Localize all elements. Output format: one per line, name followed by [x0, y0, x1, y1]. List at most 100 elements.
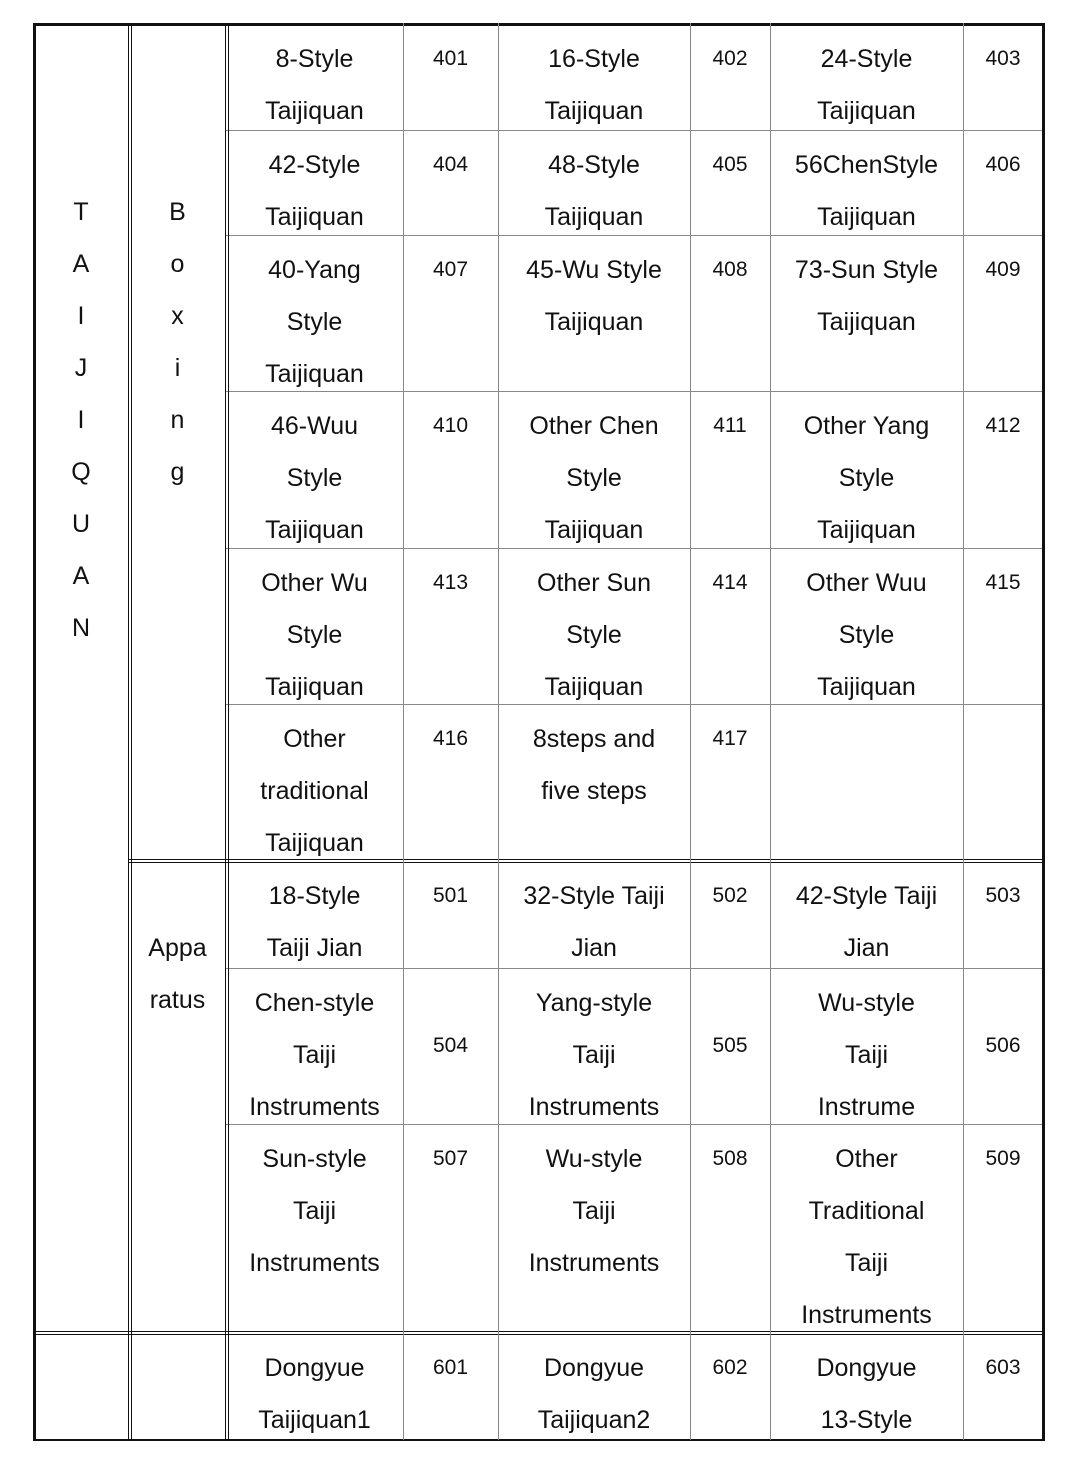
item-name-cell: 8steps and five steps [498, 704, 690, 861]
item-name-line: Traditional [808, 1197, 925, 1225]
grid-line [770, 23, 771, 1440]
item-code-cell: 506 [963, 968, 1043, 1124]
grid-line [1042, 23, 1045, 1441]
item-code-cell: 508 [690, 1124, 770, 1333]
grid-line [33, 23, 36, 1441]
item-name-cell: Wu-style Taiji Instrume [770, 968, 963, 1124]
item-name-line: Instruments [249, 1249, 380, 1277]
item-name-line: o [170, 250, 185, 278]
item-name-line: Jian [571, 934, 617, 962]
item-name-cell: Wu-style Taiji Instruments [498, 1124, 690, 1333]
item-name-line: Yang-style [535, 989, 653, 1017]
item-name-line: Style [838, 621, 895, 649]
item-code: 405 [712, 153, 748, 176]
grid-line [228, 23, 229, 1441]
grid-line [226, 1124, 1043, 1125]
item-name-line: 32-Style Taiji [523, 882, 665, 910]
item-name-line: Other [835, 1145, 898, 1173]
item-name-line: Taiji [572, 1041, 616, 1069]
item-code-cell [963, 704, 1043, 861]
item-name-line: Taijiquan [265, 829, 364, 857]
item-name-line: Taijiquan [544, 673, 644, 701]
item-name-line: Dongyue [264, 1354, 365, 1382]
item-name-line: Taijiquan [265, 516, 364, 544]
item-name-line: Jian [843, 934, 890, 962]
item-code-cell: 417 [690, 704, 770, 861]
item-code: 410 [432, 414, 469, 437]
item-code-cell: 413 [403, 548, 498, 704]
item-name-line: Dongyue [816, 1354, 917, 1382]
item-name-line: Other Yang [803, 412, 930, 440]
item-name-line: Taijiquan [265, 97, 364, 125]
item-name-line: Wu-style [818, 989, 915, 1017]
item-name-line: Taijiquan [544, 97, 644, 125]
item-code: 401 [432, 47, 469, 70]
item-name-line: 42-Style [268, 151, 361, 179]
item-name-cell: Other Wuu Style Taijiquan [770, 548, 963, 704]
item-name-cell: 73-Sun Style Taijiquan [770, 235, 963, 391]
grid-line [226, 130, 1043, 131]
item-code-cell: 403 [963, 24, 1043, 130]
item-name-line: Sun-style [262, 1145, 367, 1173]
item-name-line: Taiji [572, 1197, 616, 1225]
grid-line [226, 548, 1043, 549]
item-name-line: Q [71, 458, 91, 486]
item-code-cell: 408 [690, 235, 770, 391]
item-name-line: ratus [149, 986, 206, 1014]
item-code-cell: 409 [963, 235, 1043, 391]
item-name-line: Taijiquan [817, 97, 916, 125]
item-name-cell: 56ChenStyle Taijiquan [770, 130, 963, 235]
grid-line [226, 968, 1043, 969]
grid-line [33, 1331, 1043, 1332]
item-name-line: I [77, 302, 85, 330]
item-code: 403 [985, 47, 1021, 70]
item-code: 509 [985, 1147, 1021, 1170]
grid-line [226, 704, 1043, 705]
item-name-cell: Other Chen Style Taijiquan [498, 391, 690, 548]
item-name-cell: 48-Style Taijiquan [498, 130, 690, 235]
item-code: 406 [985, 153, 1021, 176]
item-code-cell: 505 [690, 968, 770, 1124]
grid-line [33, 23, 1045, 26]
item-code: 508 [712, 1147, 748, 1170]
item-name-line: Instruments [249, 1093, 380, 1121]
item-name-line: Taiji [292, 1197, 337, 1225]
item-code: 416 [432, 727, 469, 750]
item-code-cell: 504 [403, 968, 498, 1124]
grid-line [226, 391, 1043, 392]
item-name-line: 46-Wuu [270, 412, 359, 440]
item-code: 504 [432, 1034, 469, 1057]
item-name-line: Taijiquan [265, 360, 364, 388]
item-name-line: Style [286, 464, 343, 492]
item-name-line: 40-Yang [268, 256, 361, 284]
grid-line [690, 23, 691, 1440]
item-name-line: Taijiquan [265, 673, 364, 701]
item-name-line: Taijiquan [817, 203, 916, 231]
item-name-line: A [72, 250, 90, 278]
item-code-cell: 406 [963, 130, 1043, 235]
item-name-line: Other Chen [529, 412, 659, 440]
item-name-line: 16-Style [548, 45, 640, 73]
item-name-line: Appa [148, 934, 207, 962]
item-name-line: Taijiquan1 [258, 1406, 371, 1434]
item-code: 411 [713, 414, 747, 437]
item-code-cell: 603 [963, 1333, 1043, 1440]
item-name-line: traditional [260, 777, 369, 805]
item-name-cell: 40-Yang Style Taijiquan [226, 235, 403, 391]
item-name-line: Instrume [817, 1093, 916, 1121]
item-name-cell: 42-Style Taijiquan [226, 130, 403, 235]
grid-line [963, 23, 964, 1440]
item-code: 412 [985, 414, 1021, 437]
item-code: 507 [432, 1147, 469, 1170]
item-name-line: Taijiquan [265, 203, 364, 231]
item-code-cell: 414 [690, 548, 770, 704]
item-code: 408 [712, 258, 748, 281]
item-name-line: Taiji [292, 1041, 337, 1069]
grid-line [33, 1439, 1045, 1441]
item-name-line: 13-Style [820, 1406, 913, 1434]
item-name-cell: 42-Style Taiji Jian [770, 861, 963, 968]
item-code: 404 [432, 153, 469, 176]
item-code-cell: 412 [963, 391, 1043, 548]
item-name-line: Other Wu [261, 569, 368, 597]
